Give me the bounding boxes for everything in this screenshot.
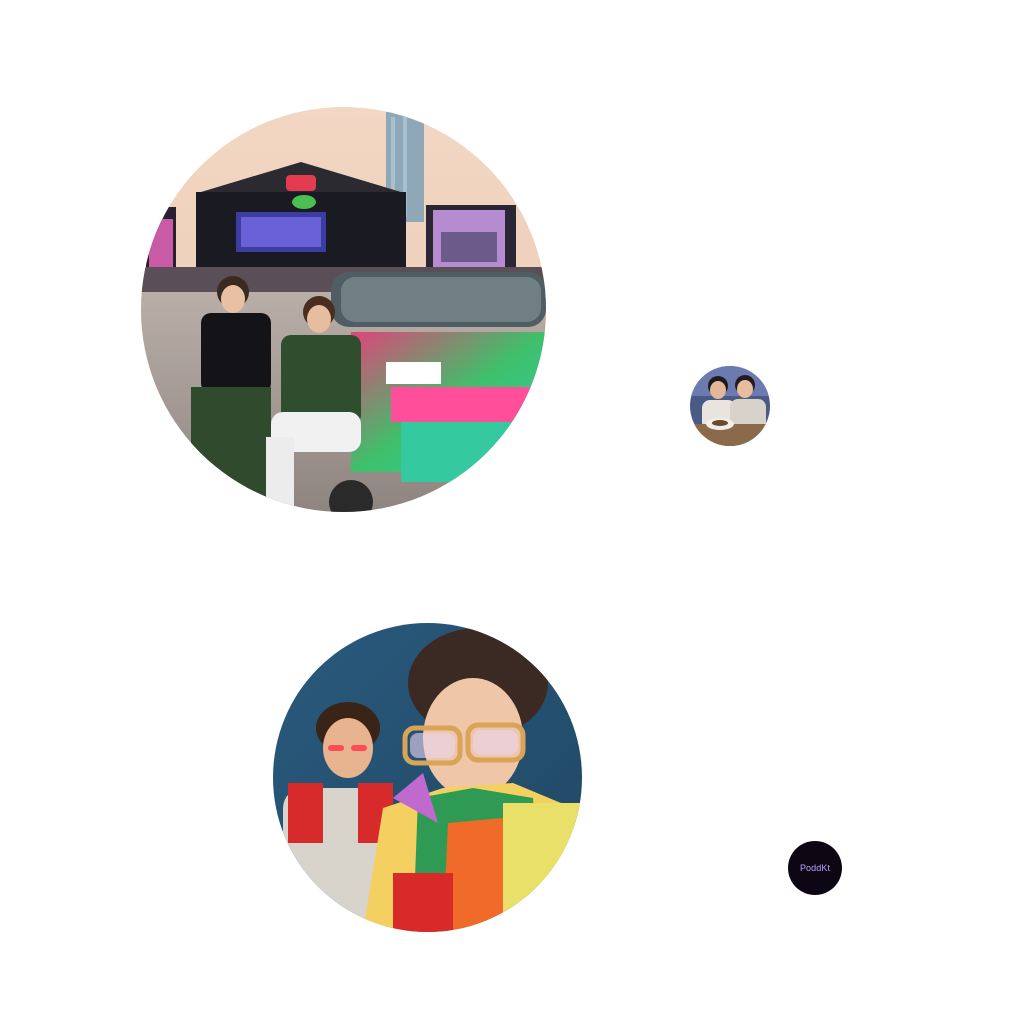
bubble-name[interactable]: PoddKt <box>788 841 842 895</box>
name-label: PoddKt <box>799 863 831 873</box>
cafe-photo-image <box>690 366 770 446</box>
bubble-cafe-photo[interactable] <box>690 366 770 446</box>
bubble-festival-photo[interactable] <box>141 107 546 512</box>
colorful-portrait-image <box>273 623 582 932</box>
festival-photo-image <box>141 107 546 512</box>
bubble-colorful-portrait[interactable] <box>273 623 582 932</box>
